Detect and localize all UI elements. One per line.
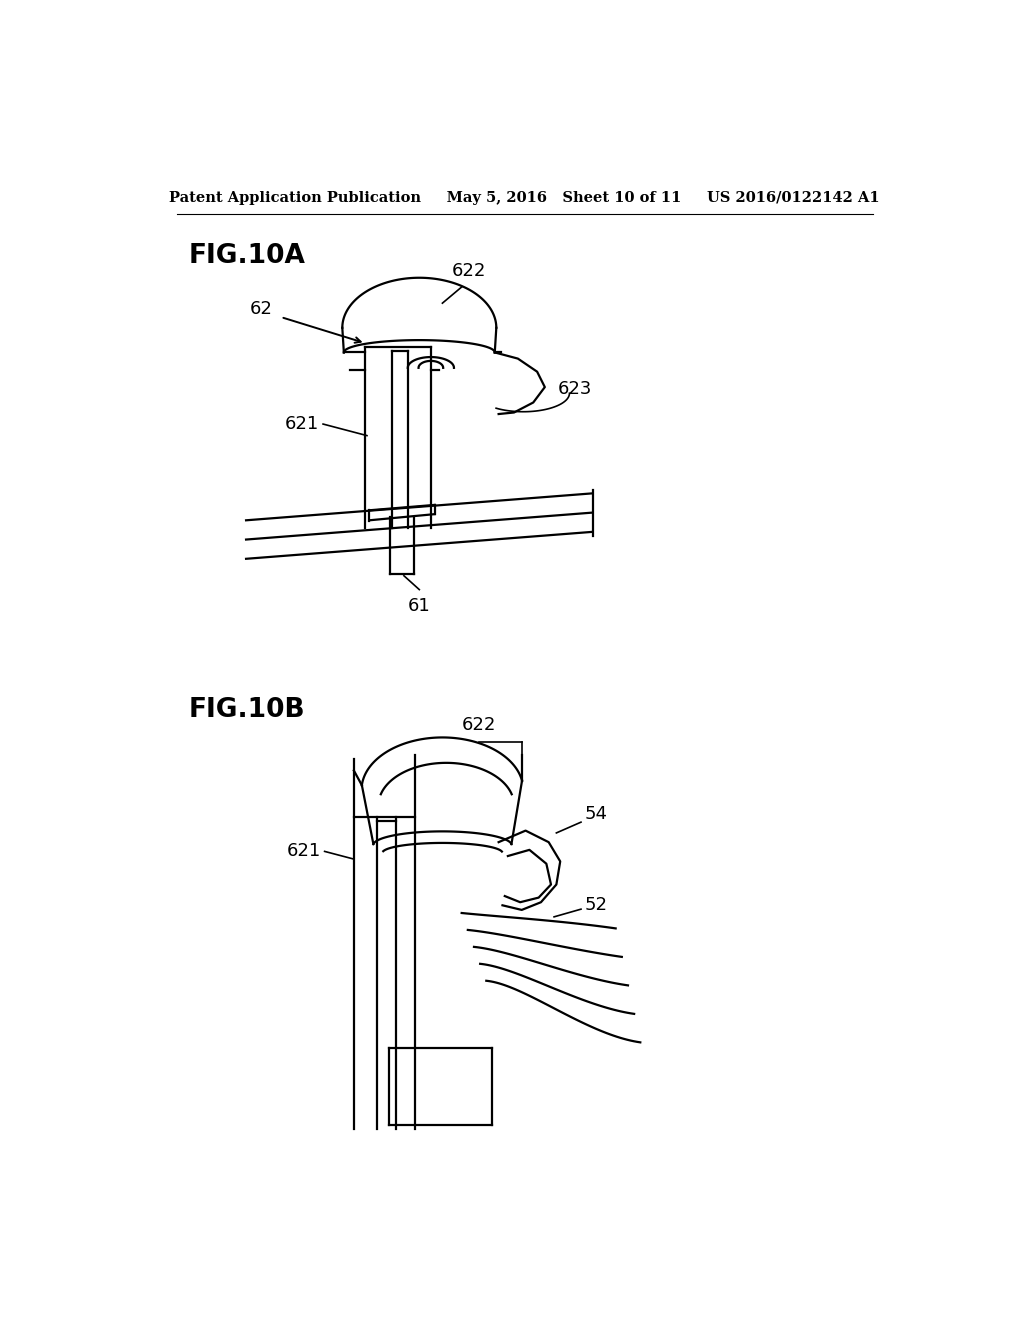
Text: 622: 622 <box>462 717 497 734</box>
Text: 621: 621 <box>287 842 321 861</box>
Text: Patent Application Publication     May 5, 2016   Sheet 10 of 11     US 2016/0122: Patent Application Publication May 5, 20… <box>170 191 880 206</box>
Text: 62: 62 <box>250 301 273 318</box>
Text: 54: 54 <box>585 805 608 824</box>
Text: 621: 621 <box>285 414 319 433</box>
Text: 61: 61 <box>408 598 431 615</box>
Text: 622: 622 <box>453 263 486 280</box>
Text: 52: 52 <box>585 896 608 915</box>
Text: FIG.10B: FIG.10B <box>188 697 305 723</box>
Text: 623: 623 <box>558 380 592 399</box>
Text: FIG.10A: FIG.10A <box>188 243 305 269</box>
